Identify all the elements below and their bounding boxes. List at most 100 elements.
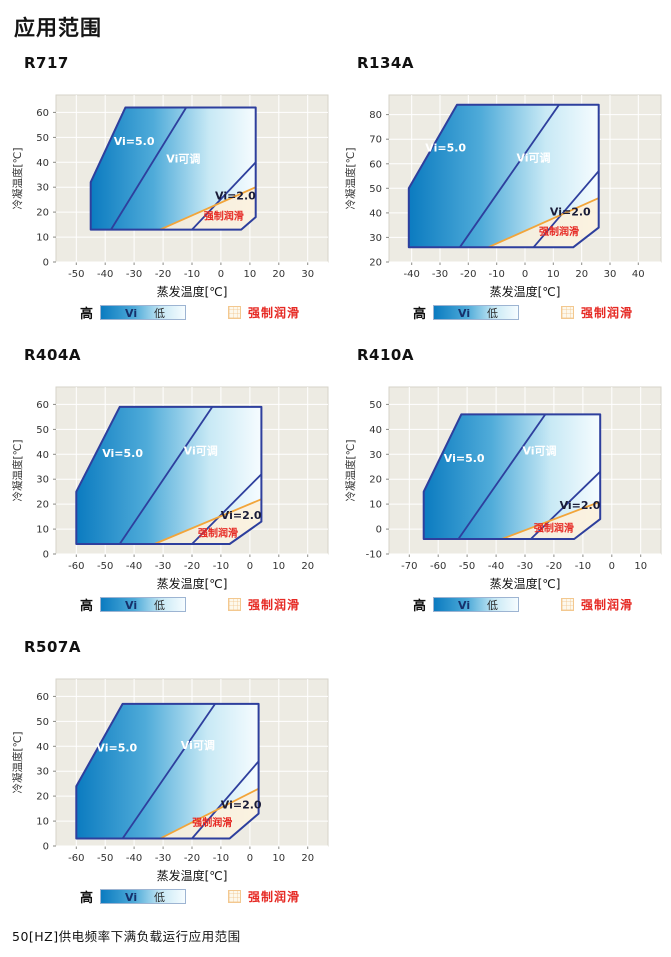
legend-vi-label: Vi	[458, 307, 471, 320]
x-tick-label: -30	[432, 269, 448, 280]
y-tick-label: 60	[36, 108, 49, 119]
page-title: 应用范围	[14, 16, 102, 40]
region-label: 强制润滑	[539, 225, 579, 238]
y-tick-label: 50	[369, 400, 382, 411]
chart-legend: 高 Vi 低 强制润滑	[54, 595, 326, 614]
operating-envelope	[76, 406, 262, 544]
x-tick-label: -10	[213, 853, 229, 864]
x-tick-label: -40	[126, 853, 142, 864]
vi2-boundary-line	[191, 760, 260, 840]
region-label: Vi可调	[184, 443, 218, 457]
chart-legend: 高 Vi 低 强制润滑	[54, 887, 326, 906]
chart-block: R134A -40 -30 -20 -10 0 10 20 30 40 20 30 40 50 60 70 8…	[341, 48, 671, 340]
region-label: Vi=2.0	[215, 190, 256, 203]
x-tick-label: 20	[575, 269, 588, 280]
forced-lube-swatch-icon	[228, 890, 241, 903]
legend-low-label: 低	[487, 599, 498, 612]
y-tick-label: 20	[36, 792, 49, 803]
region-label: Vi=2.0	[560, 499, 601, 512]
vi5-boundary-line	[118, 406, 214, 545]
legend-forced-lube-label: 强制润滑	[581, 306, 634, 320]
y-tick-label: 10	[36, 525, 49, 536]
region-label: Vi可调	[181, 738, 215, 752]
y-tick-label: 50	[36, 717, 49, 728]
y-tick-label: 30	[36, 183, 49, 194]
region-label: Vi=5.0	[102, 447, 143, 460]
envelope-outline	[422, 413, 602, 540]
x-tick-label: -20	[460, 269, 476, 280]
x-tick-label: -60	[68, 853, 84, 864]
operating-envelope	[76, 703, 259, 839]
operating-envelope	[408, 104, 599, 248]
x-tick-label: -50	[97, 853, 113, 864]
x-tick-label: 40	[632, 269, 645, 280]
chart-r717: -50 -40 -30 -20 -10 0 10 20 30 0 10 20 30 40 50 60 Vi=5.…	[11, 94, 329, 299]
x-tick-label: -30	[126, 269, 142, 280]
vi2-boundary-line	[530, 471, 601, 540]
chart-r507a: -60 -50 -40 -30 -20 -10 0 10 20 0 10 20 30 40 50 60 Vi=5…	[11, 678, 329, 883]
vi5-boundary-line	[121, 703, 216, 840]
operating-envelope	[423, 414, 601, 539]
vi2-boundary-line	[191, 161, 257, 231]
legend-low-label: 低	[154, 307, 165, 320]
region-label: Vi=2.0	[550, 205, 591, 218]
forced-lube-line	[159, 186, 257, 231]
region-label: Vi=5.0	[114, 135, 155, 148]
legend-high-label: 高	[412, 307, 426, 322]
region-label: Vi=5.0	[425, 142, 466, 155]
y-tick-label: 0	[43, 550, 49, 561]
x-tick-label: 10	[272, 853, 285, 864]
vi2-boundary-line	[191, 473, 263, 545]
x-tick-label: 10	[634, 561, 647, 572]
y-tick-label: 0	[43, 258, 49, 269]
y-tick-label: 30	[369, 450, 382, 461]
x-tick-label: 0	[247, 561, 253, 572]
vi-gradient-bar: Vi 低	[100, 305, 186, 320]
region-label: Vi=2.0	[221, 509, 262, 522]
legend-forced-lube-label: 强制润滑	[248, 890, 301, 904]
y-tick-label: 30	[36, 767, 49, 778]
x-tick-label: -60	[430, 561, 446, 572]
x-tick-label: 30	[301, 269, 314, 280]
legend-forced-lube-label: 强制润滑	[248, 306, 301, 320]
y-tick-label: 40	[369, 425, 382, 436]
chart-block: R507A -60 -50 -40 -30 -20 -10 0 10 20 0 10 20 30 40 50…	[8, 632, 341, 924]
x-tick-label: 20	[272, 269, 285, 280]
legend-high-label: 高	[412, 599, 426, 614]
y-tick-label: 10	[36, 817, 49, 828]
chart-title: R404A	[24, 346, 81, 364]
y-axis-title: 冷凝温度[℃]	[11, 440, 24, 502]
y-tick-label: 0	[376, 525, 382, 536]
x-axis-title: 蒸发温度[℃]	[157, 868, 228, 883]
chart-legend: 高 Vi 低 强制润滑	[54, 303, 326, 322]
x-tick-label: 0	[247, 853, 253, 864]
x-tick-label: -40	[488, 561, 504, 572]
x-tick-label: -30	[155, 561, 171, 572]
vi5-boundary-line	[459, 104, 560, 248]
region-label: 强制润滑	[198, 527, 238, 540]
y-axis-title: 冷凝温度[℃]	[11, 148, 24, 210]
x-tick-label: -10	[213, 561, 229, 572]
chart-r134a: -40 -30 -20 -10 0 10 20 30 40 20 30 40 50 60 70 80 Vi=5.…	[344, 94, 662, 299]
y-tick-label: 60	[369, 159, 382, 170]
x-tick-label: -40	[126, 561, 142, 572]
x-tick-label: -50	[97, 561, 113, 572]
x-tick-label: -60	[68, 561, 84, 572]
x-tick-label: -20	[184, 853, 200, 864]
y-tick-label: 30	[36, 475, 49, 486]
y-tick-label: 10	[369, 500, 382, 511]
x-tick-label: -20	[184, 561, 200, 572]
forced-lube-line	[487, 197, 600, 249]
x-tick-label: -70	[401, 561, 417, 572]
chart-block: R404A -60 -50 -40 -30 -20 -10 0 10 20 0 10 20 30 40 50…	[8, 340, 341, 632]
x-tick-label: -40	[404, 269, 420, 280]
legend-low-label: 低	[487, 307, 498, 320]
y-tick-label: 20	[369, 258, 382, 269]
x-tick-label: 0	[218, 269, 224, 280]
y-tick-label: 40	[369, 208, 382, 219]
region-label: Vi=2.0	[221, 799, 262, 812]
envelope-outline	[75, 702, 260, 840]
chart-r404a: -60 -50 -40 -30 -20 -10 0 10 20 0 10 20 30 40 50 60 Vi=5…	[11, 386, 329, 591]
x-axis-title: 蒸发温度[℃]	[490, 576, 561, 591]
y-tick-label: 60	[36, 692, 49, 703]
